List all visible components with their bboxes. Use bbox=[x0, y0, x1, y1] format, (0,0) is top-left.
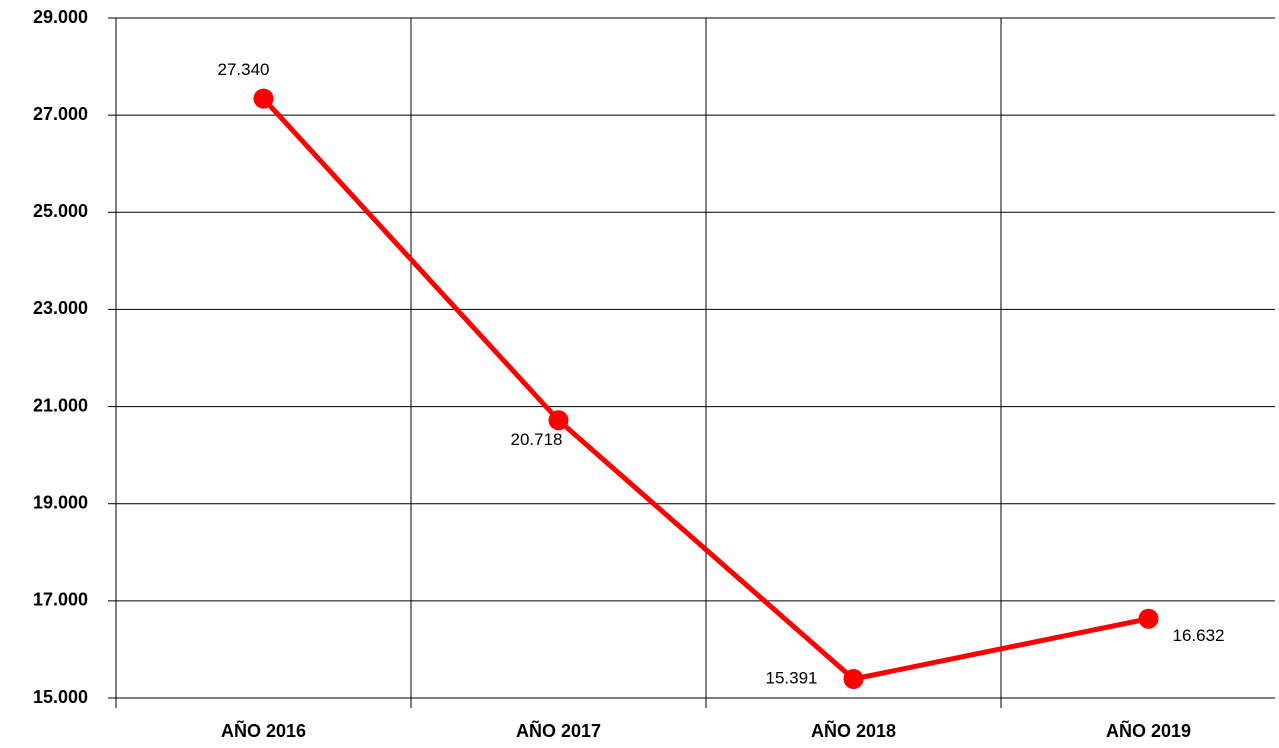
data-label: 15.391 bbox=[766, 668, 818, 687]
marker bbox=[253, 88, 274, 109]
marker bbox=[1138, 608, 1159, 629]
y-tick-label: 21.000 bbox=[33, 395, 88, 415]
x-tick-label: AÑO 2019 bbox=[1106, 720, 1191, 741]
marker bbox=[548, 410, 569, 431]
marker bbox=[843, 669, 864, 690]
y-tick-label: 15.000 bbox=[33, 687, 88, 707]
y-tick-label: 17.000 bbox=[33, 590, 88, 610]
y-tick-label: 23.000 bbox=[33, 298, 88, 318]
x-tick-label: AÑO 2017 bbox=[516, 720, 601, 741]
x-tick-label: AÑO 2016 bbox=[221, 720, 306, 741]
data-label: 16.632 bbox=[1173, 626, 1225, 645]
line bbox=[261, 96, 1150, 682]
data-label: 20.718 bbox=[511, 430, 563, 449]
data-label: 27.340 bbox=[218, 60, 270, 79]
y-tick-label: 19.000 bbox=[33, 492, 88, 512]
y-tick-label: 29.000 bbox=[33, 7, 88, 27]
y-tick-label: 27.000 bbox=[33, 104, 88, 124]
x-tick-label: AÑO 2018 bbox=[811, 720, 896, 741]
y-tick-label: 25.000 bbox=[33, 201, 88, 221]
